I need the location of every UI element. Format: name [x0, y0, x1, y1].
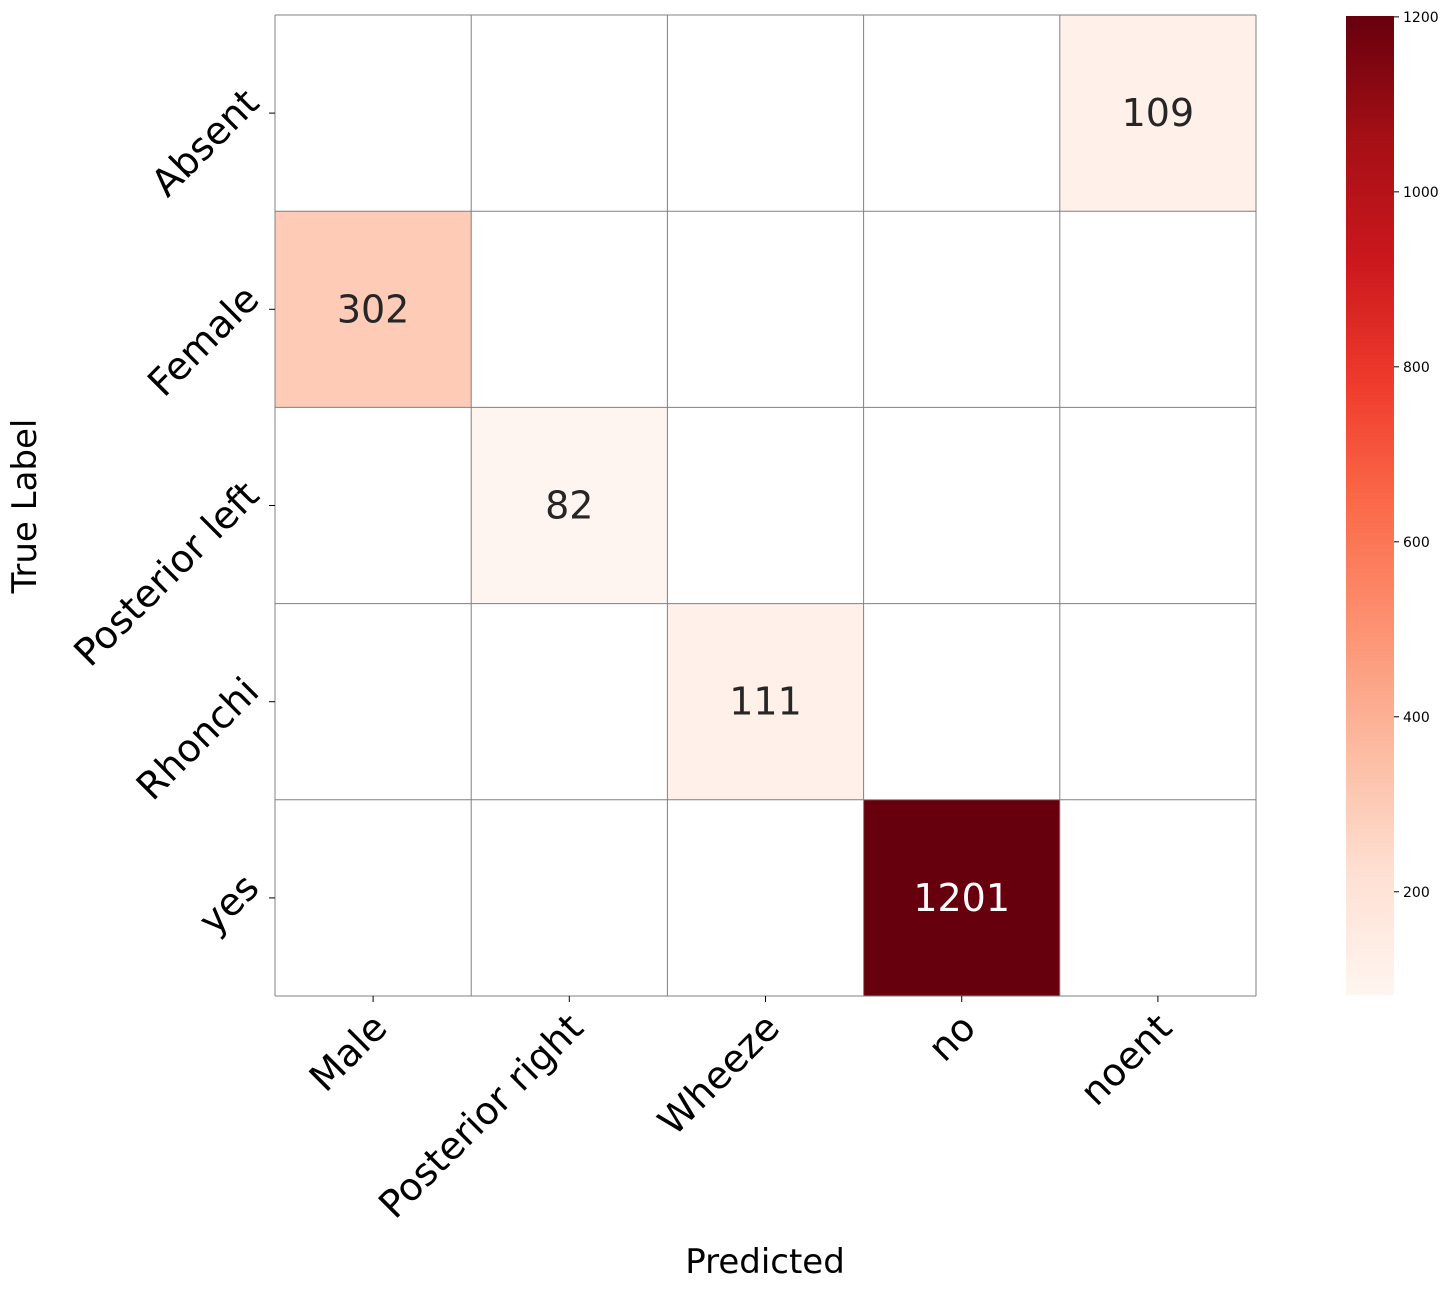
heatmap-cell	[863, 603, 1060, 800]
colorbar-ticks: 200 400 600 800 1000 1200	[1394, 10, 1439, 901]
heatmap-cell	[1059, 15, 1256, 212]
colorbar: 200 400 600 800 1000 1200	[1346, 10, 1439, 995]
colorbar-tick-label: 1200	[1403, 10, 1439, 26]
heatmap-cell	[1059, 799, 1256, 996]
heatmap-cell	[667, 211, 864, 408]
cell-value-label: 111	[729, 680, 802, 724]
heatmap-cell	[471, 603, 668, 800]
heatmap-cell	[1059, 211, 1256, 408]
heatmap-cell	[863, 211, 1060, 408]
heatmap-cell	[471, 799, 668, 996]
heatmap-cell	[863, 407, 1060, 604]
colorbar-tick-label: 400	[1403, 710, 1430, 726]
y-tick-label: Rhonchi	[128, 669, 268, 809]
heatmap-cell	[275, 211, 472, 408]
x-tick-label: noent	[1072, 1005, 1181, 1114]
colorbar-tick-label: 1000	[1403, 185, 1439, 201]
heatmap-cell	[471, 15, 668, 212]
y-tick-label: Female	[139, 277, 267, 405]
heatmap-cell	[863, 15, 1060, 212]
cell-value-label: 109	[1122, 91, 1195, 135]
heatmap-cell	[1059, 603, 1256, 800]
y-tick-label: Posterior left	[65, 473, 267, 675]
colorbar-tick-label: 800	[1403, 360, 1430, 376]
y-axis-title: True Label	[5, 419, 45, 595]
heatmap-cell	[275, 15, 472, 212]
heatmap-cell	[471, 407, 668, 604]
heatmap-cell	[275, 603, 472, 800]
heatmap-cell	[667, 603, 864, 800]
heatmap-cells	[275, 15, 1256, 996]
x-axis-title: Predicted	[685, 1242, 845, 1282]
colorbar-tick-label: 200	[1403, 885, 1430, 901]
heatmap-grid	[274, 14, 1257, 997]
colorbar-gradient	[1346, 16, 1394, 995]
cell-value-label: 1201	[913, 876, 1010, 920]
y-tick-label: yes	[190, 865, 268, 943]
heatmap-cell	[667, 15, 864, 212]
heatmap-cell	[275, 799, 472, 996]
heatmap-cell	[275, 407, 472, 604]
cell-value-label: 302	[337, 287, 410, 331]
heatmap-cell-labels: 109 302 82 111 1201	[337, 91, 1194, 920]
x-tick-label: Male	[301, 1005, 396, 1100]
heatmap-cell	[471, 211, 668, 408]
heatmap-cell	[1059, 407, 1256, 604]
heatmap-cell	[667, 799, 864, 996]
heatmap-cell	[863, 799, 1060, 996]
y-tick-label: Absent	[143, 80, 268, 205]
cell-value-label: 82	[545, 484, 593, 528]
colorbar-tick-label: 600	[1403, 535, 1430, 551]
x-tick-label: no	[919, 1005, 984, 1070]
x-tick-label: Wheeze	[649, 1005, 787, 1143]
x-tick-label: Posterior right	[370, 1005, 592, 1227]
heatmap-cell	[667, 407, 864, 604]
